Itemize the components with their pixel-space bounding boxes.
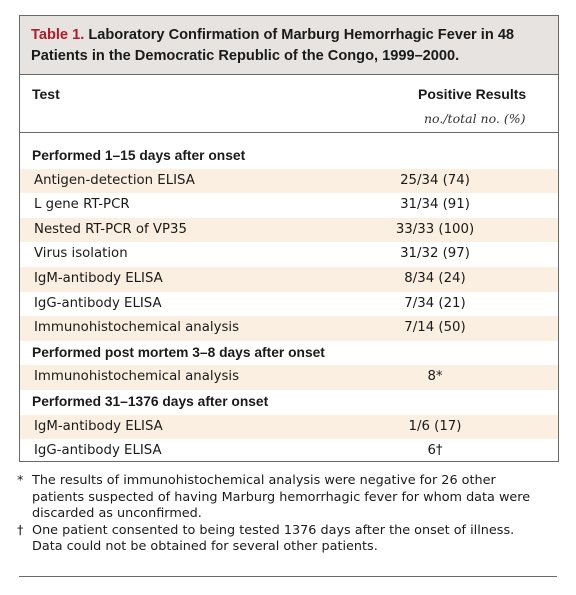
table-title: Table 1. Laboratory Confirmation of Marb… xyxy=(31,25,551,67)
section-row: Performed 31–1376 days after onset xyxy=(20,390,558,415)
footnote-text: The results of immunohistochemical analy… xyxy=(32,473,531,521)
column-header-positive-results: Positive Results xyxy=(418,86,527,102)
section-row: Performed post mortem 3–8 days after ons… xyxy=(20,341,558,366)
test-name-cell: L gene RT-PCR xyxy=(34,197,130,213)
positive-result-cell: 33/33 (100) xyxy=(395,221,475,237)
test-name-cell: IgG-antibody ELISA xyxy=(34,443,162,459)
lab-confirmation-table: Table 1. Laboratory Confirmation of Marb… xyxy=(19,15,559,462)
positive-result-cell: 1/6 (17) xyxy=(408,418,462,434)
footnote-text: One patient consented to being tested 13… xyxy=(32,522,515,555)
table-caption: Laboratory Confirmation of Marburg Hemor… xyxy=(31,27,515,64)
test-name-cell: IgG-antibody ELISA xyxy=(34,295,162,311)
header-divider xyxy=(20,132,558,133)
footnote-dagger: † One patient consented to being tested … xyxy=(17,523,547,556)
test-name-cell: Immunohistochemical analysis xyxy=(34,369,239,385)
section-label: Performed 31–1376 days after onset xyxy=(32,394,269,409)
table-title-band: Table 1. Laboratory Confirmation of Marb… xyxy=(20,16,558,75)
table-row: Nested RT-PCR of VP35 33/33 (100) xyxy=(20,217,558,243)
positive-result-cell: 7/14 (50) xyxy=(404,320,466,336)
test-name-cell: Antigen-detection ELISA xyxy=(34,172,195,188)
footnote-mark: † xyxy=(17,522,24,538)
footnote-asterisk: * The results of immunohistochemical ana… xyxy=(17,473,547,523)
column-header-test: Test xyxy=(32,86,60,102)
section-row: Performed 1–15 days after onset xyxy=(20,144,558,169)
section-label: Performed 1–15 days after onset xyxy=(32,148,246,163)
table-row: IgG-antibody ELISA 6† xyxy=(20,439,558,464)
table-row: L gene RT-PCR 31/34 (91) xyxy=(20,193,558,218)
test-name-cell: IgM-antibody ELISA xyxy=(34,418,163,434)
table-row: Immunohistochemical analysis 8* xyxy=(20,365,558,390)
positive-result-cell: 7/34 (21) xyxy=(404,295,466,311)
table-row: Antigen-detection ELISA 25/34 (74) xyxy=(20,168,558,194)
positive-result-cell: 25/34 (74) xyxy=(400,172,470,188)
section-label: Performed post mortem 3–8 days after ons… xyxy=(32,344,325,360)
footnotes: * The results of immunohistochemical ana… xyxy=(17,473,547,556)
test-name-cell: Immunohistochemical analysis xyxy=(34,320,239,336)
table-number: Table 1. xyxy=(31,27,85,43)
test-name-cell: IgM-antibody ELISA xyxy=(34,271,163,286)
table-row: IgM-antibody ELISA 1/6 (17) xyxy=(20,414,558,440)
test-name-cell: Nested RT-PCR of VP35 xyxy=(34,221,187,237)
table-row: IgG-antibody ELISA 7/34 (21) xyxy=(20,292,558,317)
positive-result-cell: 8* xyxy=(427,369,443,385)
table-row: Virus isolation 31/32 (97) xyxy=(20,242,558,267)
table-row: Immunohistochemical analysis 7/14 (50) xyxy=(20,316,558,341)
bottom-divider xyxy=(19,576,557,577)
positive-result-cell: 31/32 (97) xyxy=(400,246,470,262)
column-subheader-units: no./total no. (%) xyxy=(424,111,526,126)
table-row: IgM-antibody ELISA 8/34 (24) xyxy=(20,267,558,292)
test-name-cell: Virus isolation xyxy=(34,246,128,262)
positive-result-cell: 8/34 (24) xyxy=(404,271,466,286)
positive-result-cell: 31/34 (91) xyxy=(400,197,470,213)
positive-result-cell: 6† xyxy=(427,443,443,459)
footnote-mark: * xyxy=(17,473,24,488)
